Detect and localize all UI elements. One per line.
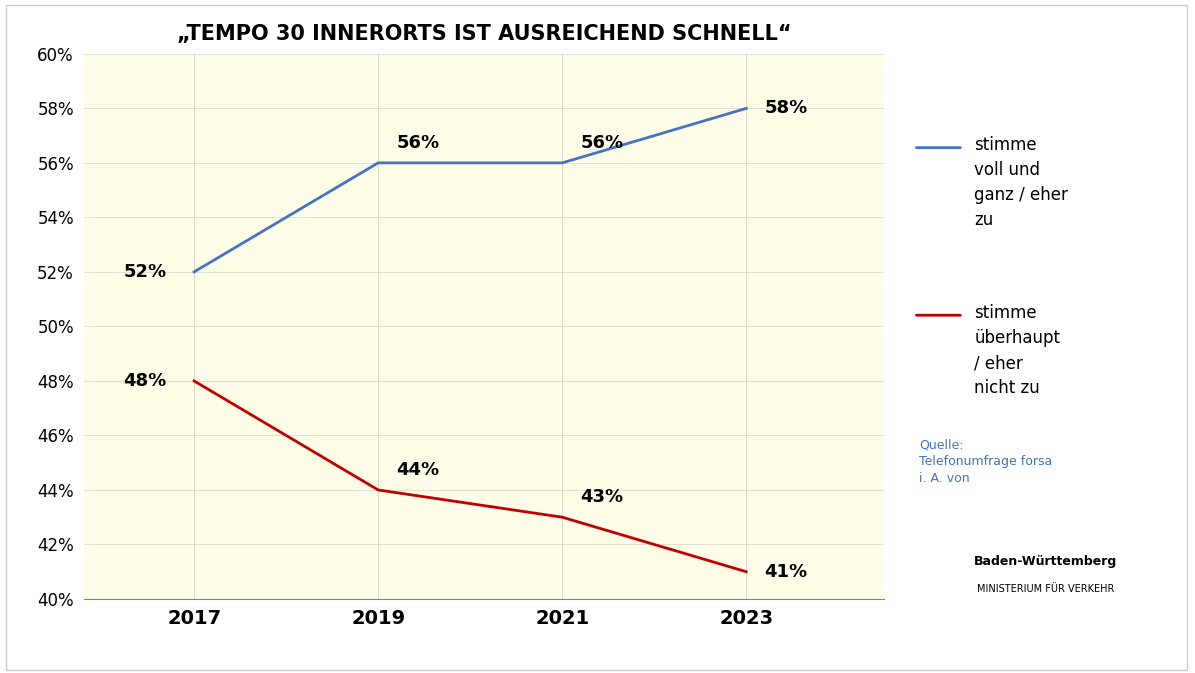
Text: 56%: 56% xyxy=(397,134,440,152)
Text: Baden-Württemberg: Baden-Württemberg xyxy=(974,555,1117,567)
Text: 56%: 56% xyxy=(581,134,624,152)
Text: Quelle:
Telefonumfrage forsa
i. A. von: Quelle: Telefonumfrage forsa i. A. von xyxy=(919,438,1053,485)
Text: stimme
voll und
ganz / eher
zu: stimme voll und ganz / eher zu xyxy=(974,137,1068,229)
Text: 41%: 41% xyxy=(765,563,808,581)
Text: 48%: 48% xyxy=(123,372,166,390)
Text: MINISTERIUM FÜR VERKEHR: MINISTERIUM FÜR VERKEHR xyxy=(978,584,1114,594)
Text: 44%: 44% xyxy=(397,461,440,479)
Text: 52%: 52% xyxy=(123,263,166,281)
Text: 43%: 43% xyxy=(581,489,624,506)
Text: stimme
überhaupt
/ eher
nicht zu: stimme überhaupt / eher nicht zu xyxy=(974,304,1060,397)
Title: „TEMPO 30 INNERORTS IST AUSREICHEND SCHNELL“: „TEMPO 30 INNERORTS IST AUSREICHEND SCHN… xyxy=(177,24,791,44)
Text: 58%: 58% xyxy=(765,100,808,117)
